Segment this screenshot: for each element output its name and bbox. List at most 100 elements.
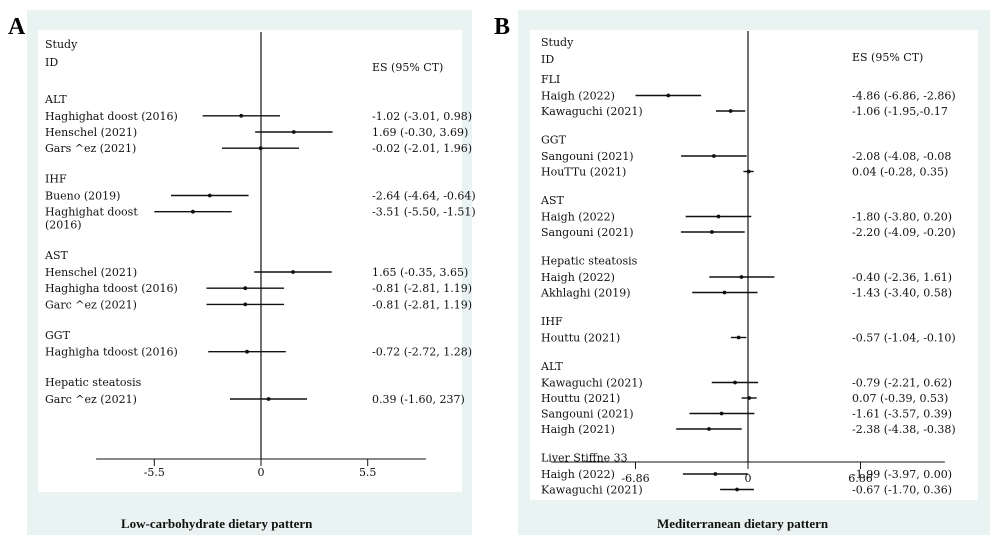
group-label: AST bbox=[44, 249, 68, 262]
study-label: Haigh (2021) bbox=[541, 423, 615, 436]
point-estimate bbox=[728, 109, 733, 113]
effect-size-text: -0.79 (-2.21, 0.62) bbox=[852, 377, 952, 390]
point-estimate bbox=[739, 275, 744, 279]
header-es: ES (95% CT) bbox=[852, 51, 923, 64]
point-estimate bbox=[291, 130, 296, 134]
header-es: ES (95% CT) bbox=[372, 61, 443, 74]
effect-size-text: -0.72 (-2.72, 1.28) bbox=[372, 346, 472, 359]
study-label: Haghighat doost bbox=[45, 206, 138, 219]
study-label: Houttu (2021) bbox=[541, 392, 620, 405]
effect-size-text: -2.64 (-4.64, -0.64) bbox=[372, 190, 476, 203]
point-estimate bbox=[243, 302, 248, 307]
group-label: FLI bbox=[541, 73, 560, 86]
point-estimate bbox=[245, 349, 249, 354]
effect-size-text: -0.57 (-1.04, -0.10) bbox=[852, 332, 956, 345]
group-label: ALT bbox=[44, 93, 67, 106]
study-label: Akhlaghi (2019) bbox=[540, 287, 631, 300]
x-tick-label: 6.86 bbox=[848, 472, 873, 485]
study-label: Haigh (2022) bbox=[541, 271, 615, 284]
study-label: Haigh (2022) bbox=[541, 211, 615, 224]
header-study: Study bbox=[45, 38, 78, 51]
x-tick-label: 0 bbox=[258, 466, 265, 479]
x-tick-label: 5.5 bbox=[359, 466, 377, 479]
point-estimate bbox=[243, 286, 248, 291]
effect-size-text: -1.80 (-3.80, 0.20) bbox=[852, 211, 952, 224]
group-label: IHF bbox=[541, 315, 563, 328]
effect-size-text: -2.38 (-4.38, -0.38) bbox=[852, 423, 956, 436]
effect-size-text: -0.67 (-1.70, 0.36) bbox=[852, 484, 952, 497]
x-tick-label: 0 bbox=[745, 472, 752, 485]
study-label: Kawaguchi (2021) bbox=[541, 377, 643, 390]
study-label: Sangouni (2021) bbox=[541, 226, 634, 239]
group-label: ALT bbox=[540, 360, 563, 373]
study-label: Sangouni (2021) bbox=[541, 408, 634, 421]
study-label: Sangouni (2021) bbox=[541, 150, 634, 163]
effect-size-text: -0.81 (-2.81, 1.19) bbox=[372, 298, 472, 311]
point-estimate bbox=[707, 427, 711, 431]
effect-size-text: -0.40 (-2.36, 1.61) bbox=[852, 271, 952, 284]
point-estimate bbox=[191, 209, 195, 214]
point-estimate bbox=[747, 396, 752, 400]
study-label: (2016) bbox=[45, 219, 82, 232]
header-id: ID bbox=[45, 56, 58, 69]
study-label: Garc ^ez (2021) bbox=[45, 393, 137, 406]
group-label: GGT bbox=[541, 134, 567, 147]
panel-a-plot-area bbox=[38, 30, 462, 492]
effect-size-text: -2.20 (-4.09, -0.20) bbox=[852, 226, 956, 239]
study-label: Henschel (2021) bbox=[45, 266, 137, 279]
study-label: Garc ^ez (2021) bbox=[45, 298, 137, 311]
study-label: Henschel (2021) bbox=[45, 126, 137, 139]
effect-size-text: 0.39 (-1.60, 237) bbox=[372, 393, 465, 406]
effect-size-text: -1.06 (-1.95,-0.17 bbox=[852, 105, 948, 118]
header-id: ID bbox=[541, 53, 554, 66]
point-estimate bbox=[291, 270, 295, 274]
point-estimate bbox=[666, 93, 671, 98]
study-label: Haigh (2022) bbox=[541, 468, 615, 481]
panel-a-caption: Low-carbohydrate dietary pattern bbox=[121, 516, 313, 531]
effect-size-text: -1.61 (-3.57, 0.39) bbox=[852, 408, 952, 421]
group-label: AST bbox=[540, 194, 564, 207]
point-estimate bbox=[719, 411, 724, 416]
effect-size-text: 0.04 (-0.28, 0.35) bbox=[852, 166, 948, 179]
effect-size-text: 1.65 (-0.35, 3.65) bbox=[372, 266, 468, 279]
effect-size-text: -1.02 (-3.01, 0.98) bbox=[372, 110, 472, 123]
study-label: Houttu (2021) bbox=[541, 332, 620, 345]
effect-size-text: 0.07 (-0.39, 0.53) bbox=[852, 392, 948, 405]
study-label: Bueno (2019) bbox=[45, 190, 120, 203]
study-label: Kawaguchi (2021) bbox=[541, 484, 643, 497]
panel-b-caption: Mediterranean dietary pattern bbox=[657, 516, 829, 531]
effect-size-text: -4.86 (-6.86, -2.86) bbox=[852, 90, 956, 103]
group-label: Hepatic steatosis bbox=[45, 376, 142, 389]
point-estimate bbox=[735, 487, 739, 492]
group-label: Hepatic steatosis bbox=[541, 255, 638, 268]
effect-size-text: -3.51 (-5.50, -1.51) bbox=[372, 206, 476, 219]
study-label: Gars ^ez (2021) bbox=[45, 142, 136, 155]
effect-size-text: -1.99 (-3.97, 0.00) bbox=[852, 468, 952, 481]
point-estimate bbox=[736, 335, 741, 340]
study-label: Haghigha tdoost (2016) bbox=[45, 282, 178, 295]
panel-b-plot-area bbox=[530, 30, 978, 500]
study-label: Kawaguchi (2021) bbox=[541, 105, 643, 118]
effect-size-text: -0.81 (-2.81, 1.19) bbox=[372, 282, 472, 295]
group-label: IHF bbox=[45, 173, 67, 186]
x-tick-label: -6.86 bbox=[621, 472, 649, 485]
study-label: HouTTu (2021) bbox=[541, 166, 626, 179]
group-label: Liver Stiffne 33 bbox=[541, 452, 628, 465]
point-estimate bbox=[207, 193, 212, 198]
study-label: Haigh (2022) bbox=[541, 90, 615, 103]
point-estimate bbox=[746, 169, 751, 174]
point-estimate bbox=[716, 214, 721, 219]
point-estimate bbox=[733, 380, 737, 385]
x-tick-label: -5.5 bbox=[144, 466, 165, 479]
panel-a-letter: A bbox=[8, 14, 26, 40]
effect-size-text: -0.02 (-2.01, 1.96) bbox=[372, 142, 472, 155]
study-label: Haghighat doost (2016) bbox=[45, 110, 178, 123]
point-estimate bbox=[266, 397, 271, 401]
panel-b-letter: B bbox=[494, 14, 511, 40]
header-study: Study bbox=[541, 36, 574, 49]
study-label: Haghigha tdoost (2016) bbox=[45, 346, 178, 359]
group-label: GGT bbox=[45, 329, 71, 342]
point-estimate bbox=[710, 230, 714, 234]
